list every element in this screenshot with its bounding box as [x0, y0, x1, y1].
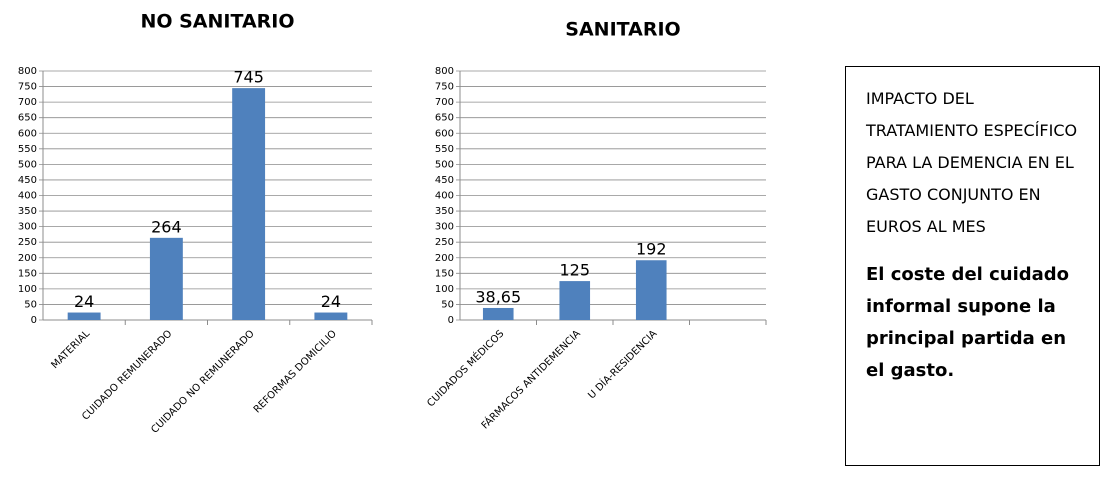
y-tick-label: 500 — [435, 159, 454, 170]
value-label: 38,65 — [475, 287, 521, 306]
y-tick-label: 550 — [435, 144, 454, 155]
y-tick-label: 350 — [18, 206, 37, 217]
y-tick-label: 650 — [435, 113, 454, 124]
chart-title: NO SANITARIO — [140, 11, 294, 33]
x-tick-label: REFORMAS DOMICILIO — [252, 328, 339, 415]
y-tick-label: 0 — [31, 315, 37, 326]
y-tick-label: 650 — [18, 113, 37, 124]
value-label: 125 — [559, 261, 590, 280]
y-tick-label: 700 — [18, 97, 37, 108]
y-tick-label: 600 — [435, 128, 454, 139]
x-tick-label: CUIDADOS MÉDICOS — [424, 327, 506, 409]
y-tick-label: 750 — [18, 82, 37, 93]
bar — [482, 307, 514, 320]
y-tick-label: 550 — [18, 144, 37, 155]
y-tick-label: 450 — [18, 175, 37, 186]
x-tick-label: MATERIAL — [50, 328, 93, 371]
charts: NO SANITARIO 0 50 100 150 200 250 300 350 400 450 5… — [18, 11, 767, 436]
bar — [232, 88, 266, 321]
bar — [149, 237, 183, 320]
y-tick-label: 450 — [435, 175, 454, 186]
text-heading: IMPACTO DEL TRATAMIENTO ESPECÍFICO PARA … — [866, 89, 1078, 236]
y-tick-label: 350 — [435, 206, 454, 217]
y-tick-label: 50 — [24, 299, 37, 310]
y-tick-label: 300 — [18, 222, 37, 233]
text-box: IMPACTO DEL TRATAMIENTO ESPECÍFICO PARA … — [845, 66, 1100, 466]
y-tick-label: 100 — [18, 284, 37, 295]
x-tick-label: U DÍA-RESIDENCIA — [585, 327, 660, 402]
value-label: 24 — [74, 292, 94, 311]
y-tick-label: 50 — [441, 299, 454, 310]
y-tick-label: 200 — [18, 253, 37, 264]
y-tick-label: 250 — [18, 237, 37, 248]
y-tick-label: 0 — [448, 315, 454, 326]
bar — [314, 312, 348, 320]
y-tick-label: 750 — [435, 82, 454, 93]
y-tick-label: 300 — [435, 222, 454, 233]
y-tick-label: 150 — [435, 268, 454, 279]
y-tick-label: 500 — [18, 159, 37, 170]
y-tick-label: 250 — [435, 237, 454, 248]
bar — [635, 260, 667, 320]
value-label: 264 — [151, 217, 182, 236]
value-label: 745 — [233, 68, 264, 87]
y-tick-label: 200 — [435, 253, 454, 264]
value-label: 24 — [321, 292, 341, 311]
value-label: 192 — [636, 240, 667, 259]
y-tick-label: 700 — [435, 97, 454, 108]
bar — [67, 312, 101, 320]
y-tick-label: 600 — [18, 128, 37, 139]
y-tick-label: 400 — [435, 191, 454, 202]
y-tick-label: 800 — [435, 66, 454, 77]
x-tick-label: CUIDADO REMUNERADO — [80, 328, 174, 422]
y-tick-label: 150 — [18, 268, 37, 279]
y-tick-label: 800 — [18, 66, 37, 77]
y-tick-label: 400 — [18, 191, 37, 202]
bar — [559, 281, 591, 320]
chart-title: SANITARIO — [565, 19, 680, 41]
y-tick-label: 100 — [435, 284, 454, 295]
text-conclusion: El coste del cuidado informal supone la … — [866, 264, 1070, 381]
